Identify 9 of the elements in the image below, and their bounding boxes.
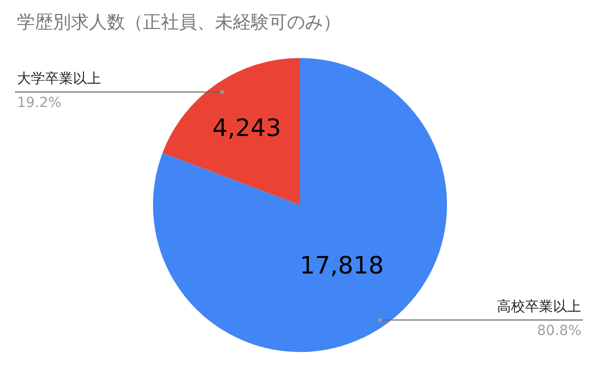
text: 19.2% bbox=[17, 95, 62, 111]
slice-label: 高校卒業以上 bbox=[497, 299, 581, 315]
text: 80.8% bbox=[537, 323, 582, 339]
data-label: 4,243 bbox=[212, 114, 282, 142]
pie-slice bbox=[153, 58, 447, 352]
chart-title: 学歴別求人数（正社員、未経験可のみ） bbox=[17, 12, 341, 33]
slice-label: 大学卒業以上 bbox=[17, 71, 101, 87]
data-label: 17,818 bbox=[300, 251, 384, 280]
pie-slice bbox=[162, 58, 300, 205]
